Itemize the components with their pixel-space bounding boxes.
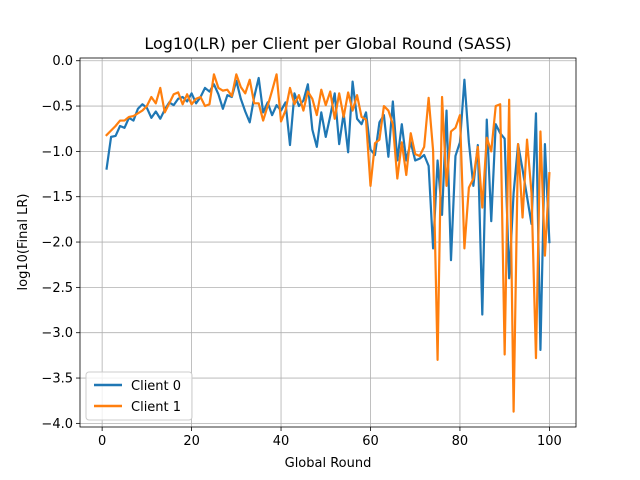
chart-title: Log10(LR) per Client per Global Round (S… (144, 34, 511, 53)
legend: Client 0 Client 1 (85, 371, 193, 421)
y-tick-label: −2.5 (41, 281, 73, 296)
x-tick-label: 100 (537, 434, 562, 449)
y-tick-label: 0.0 (52, 54, 73, 69)
y-axis-title: log10(Final LR) (16, 194, 31, 291)
axis-ticks: 0 20 40 60 80 100 0.0 −0.5 −1.0 −1.5 −2.0 −2.5 −3.0 −… (41, 54, 561, 449)
y-tick-label: −1.0 (41, 145, 73, 160)
series-lines (105, 73, 551, 413)
y-tick-label: −1.5 (41, 190, 73, 205)
legend-label-client-0: Client 0 (131, 379, 181, 394)
plot-frame (79, 57, 577, 428)
y-tick-label: −4.0 (41, 417, 73, 432)
y-tick-label: −3.0 (41, 326, 73, 341)
y-tick-label: −3.5 (41, 372, 73, 387)
x-axis-title: Global Round (285, 456, 372, 471)
x-tick-label: 80 (452, 434, 469, 449)
series-line-client-1 (105, 73, 551, 413)
x-tick-label: 40 (273, 434, 290, 449)
y-tick-label: −2.0 (41, 236, 73, 251)
x-tick-label: 0 (98, 434, 106, 449)
x-tick-label: 60 (362, 434, 379, 449)
legend-label-client-1: Client 1 (131, 400, 181, 415)
x-tick-label: 20 (183, 434, 200, 449)
y-tick-label: −0.5 (41, 100, 73, 115)
